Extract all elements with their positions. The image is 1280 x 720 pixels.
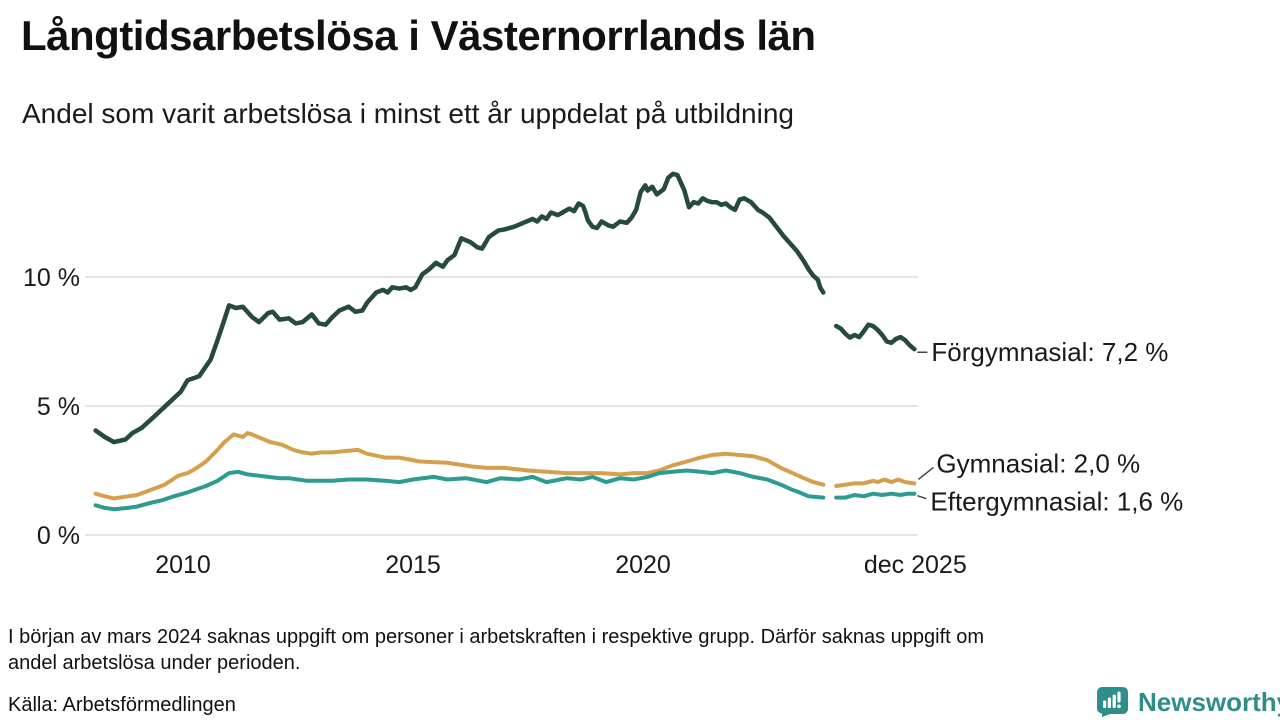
line-gymnasial: [93, 431, 826, 501]
bar-chart-speech-bubble-icon: [1097, 687, 1128, 717]
x-tick-label: dec 2025: [864, 551, 967, 579]
leader-line-eftergymnasial: [917, 495, 927, 500]
line-forgymnasial: [93, 171, 826, 445]
series-label-gymnasial: Gymnasial: 2,0 %: [936, 448, 1140, 478]
chart-subtitle: Andel som varit arbetslösa i minst ett å…: [22, 98, 794, 129]
leader-line-gymnasial: [917, 466, 934, 480]
x-tick-label: 2020: [615, 551, 671, 579]
line-forgymnasial: [833, 322, 917, 352]
series-label-eftergymnasial: Eftergymnasial: 1,6 %: [930, 487, 1183, 517]
line-eftergymnasial: [834, 491, 917, 500]
footnote: I början av mars 2024 saknas uppgift om …: [8, 624, 1258, 676]
y-tick-label: 5 %: [37, 393, 80, 421]
x-tick-label: 2010: [155, 551, 211, 579]
y-tick-label: 0 %: [37, 522, 80, 550]
series-label-forgymnasial: Förgymnasial: 7,2 %: [931, 337, 1168, 367]
y-tick-label: 10 %: [23, 264, 80, 292]
line-chart: 0 % 5 % 10 % 2010 2015 2020 dec 2025 Förgymnasi…: [23, 171, 1183, 579]
newsworthy-logo: Newsworthy: [1094, 684, 1280, 720]
footnote-line-2: andel arbetslösa under perioden.: [8, 652, 301, 674]
page-title: Långtidsarbetslösa i Västernorrlands län: [21, 12, 816, 59]
footnote-line-1: I början av mars 2024 saknas uppgift om …: [8, 626, 985, 648]
x-tick-label: 2015: [385, 551, 441, 579]
logo-text: Newsworthy: [1138, 686, 1280, 717]
line-eftergymnasial: [93, 468, 826, 512]
source-text: Källa: Arbetsförmedlingen: [8, 694, 236, 716]
line-gymnasial: [834, 477, 917, 488]
